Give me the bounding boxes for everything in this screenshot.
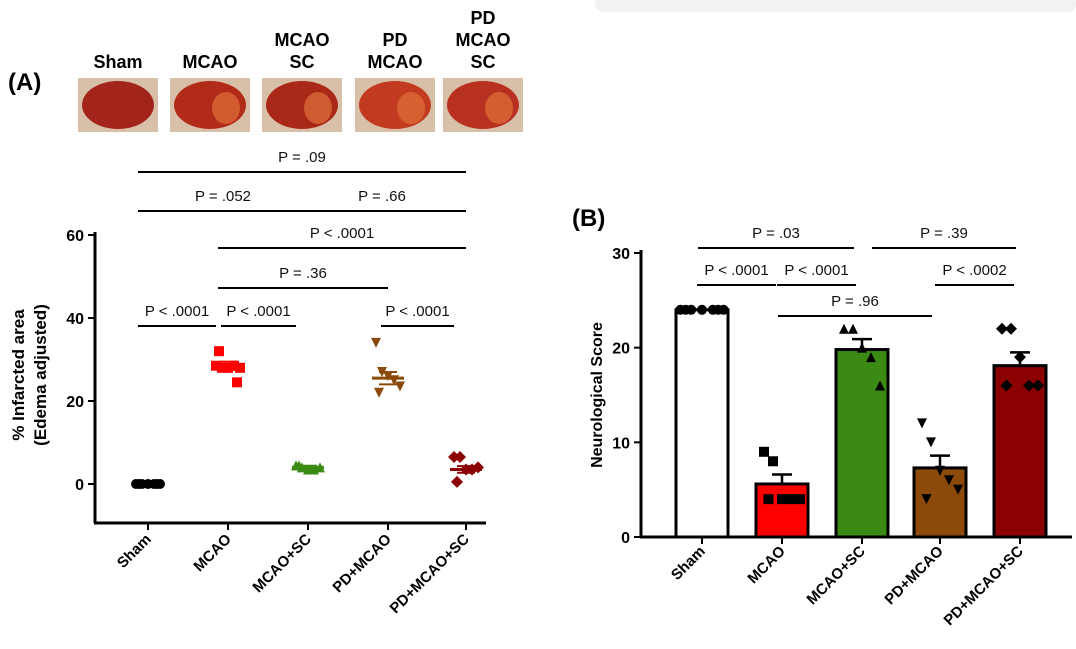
data-point-mcao xyxy=(235,362,245,373)
data-point-sham xyxy=(713,304,724,315)
infarct-region xyxy=(485,92,513,124)
data-point-mcao xyxy=(217,362,227,373)
brain-slice-label: Sham xyxy=(93,52,142,72)
p-value-label: P < .0001 xyxy=(385,303,449,320)
y-tick-label-a: 40 xyxy=(66,311,84,328)
data-point-pd+mcao xyxy=(395,381,405,392)
brain-slice-label: MCAO xyxy=(275,30,330,50)
data-point-pd+mcao xyxy=(953,484,963,495)
data-point-pd+mcao xyxy=(944,475,954,486)
p-value-label: P = .052 xyxy=(195,188,251,205)
brain-slice-label: SC xyxy=(289,52,314,72)
p-value-label: P = .39 xyxy=(920,225,968,242)
y-tick-label-a: 60 xyxy=(66,228,84,245)
data-point-sham xyxy=(680,304,691,315)
data-point-pd+mcao xyxy=(383,371,393,382)
infarct-region xyxy=(212,92,240,124)
x-tick-label-a: Sham xyxy=(114,531,155,572)
data-point-mcao xyxy=(223,362,233,373)
data-point-mcao+sc xyxy=(875,380,885,391)
x-tick-label-a: PD+MCAO+SC xyxy=(387,531,473,617)
data-point-pd+mcao xyxy=(371,337,381,348)
data-point-sham xyxy=(697,304,707,315)
y-tick-label-b: 0 xyxy=(621,530,630,547)
data-point-mcao+sc xyxy=(839,323,849,334)
top-bar xyxy=(595,0,1076,12)
bar-sham xyxy=(674,308,730,539)
y-tick-label-b: 10 xyxy=(612,435,630,452)
p-value-label: P < .0001 xyxy=(226,303,290,320)
p-value-label: P < .0001 xyxy=(145,303,209,320)
panel-label-a: (A) xyxy=(8,69,41,96)
data-point-pd+mcao+sc xyxy=(996,322,1008,335)
x-tick-label-a: MCAO+SC xyxy=(249,531,314,596)
x-tick-label-b: Sham xyxy=(668,543,709,584)
y-axis-label-a: % Infarcted area xyxy=(9,309,28,441)
bar-mcao+sc xyxy=(834,348,890,539)
p-value-label: P = .36 xyxy=(279,265,327,282)
x-tick-label-a: MCAO xyxy=(190,531,235,576)
p-value-label: P = .09 xyxy=(278,149,326,166)
p-value-label: P < .0001 xyxy=(784,262,848,279)
brain-slice-label: PD xyxy=(382,30,407,50)
p-value-label: P < .0001 xyxy=(310,225,374,242)
data-point-pd+mcao+sc xyxy=(1023,379,1035,392)
data-point-mcao xyxy=(759,446,769,457)
brain-slice-label: MCAO xyxy=(456,30,511,50)
y-tick-label-b: 30 xyxy=(612,246,630,263)
p-value-label: P < .0001 xyxy=(704,262,768,279)
panel-label-b: (B) xyxy=(572,205,605,232)
data-point-mcao+sc xyxy=(857,342,867,353)
data-point-pd+mcao xyxy=(935,465,945,476)
brain-slice-label: MCAO xyxy=(368,52,423,72)
p-value-label: P = .03 xyxy=(752,225,800,242)
infarct-region xyxy=(304,92,332,124)
data-point-pd+mcao+sc xyxy=(1014,351,1026,364)
x-tick-label-b: PD+MCAO+SC xyxy=(941,543,1027,629)
data-point-pd+mcao xyxy=(921,494,932,505)
data-point-pd+mcao+sc xyxy=(1005,322,1017,335)
data-point-pd+mcao xyxy=(926,437,936,448)
data-point-pd+mcao+sc xyxy=(1000,379,1013,392)
p-value-label: P = .66 xyxy=(358,188,406,205)
data-point-mcao xyxy=(232,377,242,388)
brain-slice-label: MCAO xyxy=(183,52,238,72)
data-point-mcao+sc xyxy=(866,352,876,363)
data-point-mcao xyxy=(768,456,778,467)
data-point-mcao+sc xyxy=(848,323,858,334)
data-point-mcao xyxy=(214,346,224,357)
y-axis-label-b: Neurological Score xyxy=(589,322,606,468)
brain-slice-image xyxy=(82,81,154,129)
data-point-mcao xyxy=(777,494,787,505)
x-tick-label-b: PD+MCAO xyxy=(881,543,947,609)
data-point-mcao xyxy=(763,494,774,505)
y-tick-label-a: 20 xyxy=(66,394,84,411)
data-point-pd+mcao+sc xyxy=(454,451,466,464)
infarct-region xyxy=(397,92,425,124)
brain-slice-label: SC xyxy=(470,52,495,72)
data-point-pd+mcao+sc xyxy=(1032,379,1044,392)
x-tick-label-b: MCAO+SC xyxy=(803,543,868,608)
data-point-pd+mcao xyxy=(374,387,384,398)
data-point-pd+mcao xyxy=(917,418,927,429)
data-point-mcao xyxy=(786,494,796,505)
brain-slice-label: PD xyxy=(470,8,495,28)
p-value-label: P < .0002 xyxy=(942,262,1006,279)
x-tick-label-b: MCAO xyxy=(744,543,789,588)
y-tick-label-a: 0 xyxy=(75,477,84,494)
y-tick-label-b: 20 xyxy=(612,341,630,358)
y-axis-label-a: (Edema adjusted) xyxy=(31,304,50,446)
bar-mcao xyxy=(754,482,810,539)
p-value-label: P = .96 xyxy=(831,293,879,310)
data-point-pd+mcao+sc xyxy=(451,475,463,488)
x-tick-label-a: PD+MCAO xyxy=(329,531,395,597)
data-point-mcao xyxy=(795,494,805,505)
bar-pd+mcao xyxy=(912,466,968,539)
bar-pd+mcao+sc xyxy=(992,364,1048,539)
